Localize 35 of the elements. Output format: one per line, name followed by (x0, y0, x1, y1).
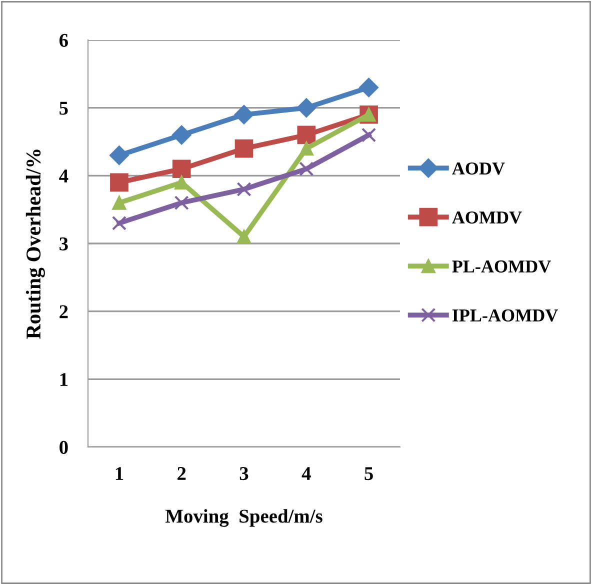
x-tick-label: 3 (240, 467, 248, 480)
y-tick-label: 2 (60, 305, 68, 318)
point (172, 125, 192, 145)
point (112, 196, 126, 210)
point (296, 98, 316, 118)
point (359, 78, 378, 98)
point (234, 139, 254, 158)
point (110, 173, 128, 192)
x-tick-label: 2 (178, 467, 186, 480)
legend-label: PL-AOMDV (452, 260, 551, 273)
legend-label: AOMDV (452, 211, 522, 224)
x-tick-label: 5 (364, 467, 373, 480)
point (234, 104, 254, 124)
y-tick-label: 4 (59, 170, 68, 182)
x-tick-label: 4 (302, 467, 311, 480)
point (299, 141, 314, 156)
point (297, 126, 316, 144)
point (174, 196, 189, 210)
point (172, 160, 191, 178)
y-tick-label: 6 (60, 34, 68, 47)
point (362, 128, 376, 142)
y-tick-label: 3 (60, 237, 68, 250)
point (112, 216, 126, 230)
y-tick-label: 5 (60, 102, 68, 115)
x-axis-title: Moving Speed/m/s (165, 509, 322, 527)
y-tick-label: 1 (60, 373, 68, 386)
point (236, 182, 252, 197)
y-axis-title: Routing Overhead/% (26, 150, 45, 339)
legend-label: IPL-AOMDV (452, 309, 558, 322)
point (110, 146, 129, 165)
point (236, 230, 252, 244)
legend-label: AODV (452, 162, 505, 175)
x-tick-label: 1 (116, 467, 124, 480)
y-tick-label: 0 (60, 440, 68, 454)
point (299, 162, 314, 176)
